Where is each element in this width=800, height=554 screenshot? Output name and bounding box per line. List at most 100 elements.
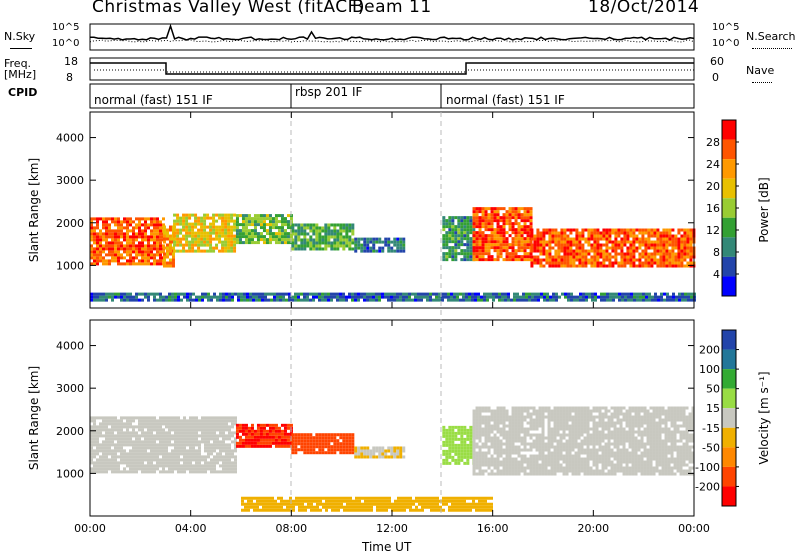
power-cell [581, 237, 585, 241]
velocity-cell [286, 423, 290, 427]
velocity-cell [247, 435, 251, 439]
power-cell [129, 247, 132, 251]
power-cell [256, 235, 260, 239]
power-cell [593, 240, 597, 244]
velocity-cell [213, 431, 216, 435]
velocity-cell [174, 449, 177, 453]
velocity-cell [478, 454, 482, 458]
velocity-cell [481, 427, 485, 431]
velocity-cell [493, 427, 497, 431]
power-cell [523, 252, 527, 256]
velocity-cell [138, 449, 141, 453]
velocity-cell [457, 446, 461, 450]
velocity-cell [511, 412, 515, 416]
power-cell [90, 295, 93, 299]
velocity-cell [222, 425, 225, 429]
velocity-cell [586, 427, 590, 431]
power-cell [132, 238, 135, 242]
velocity-cell [177, 434, 180, 438]
velocity-cell [595, 439, 599, 443]
velocity-cell [195, 419, 198, 423]
power-cell [327, 298, 330, 302]
power-cell [162, 217, 165, 221]
velocity-cell [574, 451, 578, 455]
velocity-cell [330, 436, 334, 440]
velocity-cell [114, 437, 117, 441]
power-cell [297, 295, 300, 299]
velocity-cell [580, 469, 584, 473]
power-cell [186, 298, 189, 302]
velocity-cell [93, 449, 96, 453]
power-cell [156, 298, 159, 302]
velocity-cell [496, 463, 500, 467]
power-cell [138, 232, 141, 236]
power-cell [623, 231, 627, 235]
velocity-cell [171, 455, 174, 459]
velocity-cell [189, 458, 192, 462]
power-cell [168, 295, 171, 299]
power-cell [584, 255, 588, 259]
power-cell [108, 226, 111, 230]
power-cell [309, 292, 312, 296]
velocity-cell [571, 469, 575, 473]
power-cell [309, 223, 313, 227]
power-cell [463, 222, 467, 226]
velocity-cell [592, 451, 596, 455]
velocity-cell [216, 458, 219, 462]
velocity-cell [520, 430, 524, 434]
power-cell [138, 259, 141, 263]
power-cell [247, 220, 251, 224]
power-region-0 [90, 217, 165, 266]
power-cell [569, 249, 573, 253]
power-cell [330, 295, 333, 299]
velocity-cell [475, 463, 479, 467]
velocity-cell [231, 464, 234, 468]
power-cell [635, 258, 639, 262]
power-cell [357, 298, 360, 302]
velocity-cell [487, 433, 491, 437]
power-cell [629, 228, 633, 232]
power-cell [168, 225, 172, 229]
power-cell [563, 264, 567, 268]
power-cell [222, 295, 225, 299]
power-cell [569, 243, 573, 247]
power-cell [114, 217, 117, 221]
velocity-cell [306, 448, 310, 452]
velocity-cell [526, 466, 530, 470]
power-cell [563, 228, 567, 232]
power-cell [303, 298, 306, 302]
power-cell [273, 292, 276, 296]
power-cell [289, 235, 293, 239]
power-cell [453, 298, 456, 302]
power-cell [396, 295, 399, 299]
power-cell [490, 216, 494, 220]
velocity-cell [262, 444, 266, 448]
velocity-cell [396, 449, 400, 453]
power-cell [593, 243, 597, 247]
power-cell [593, 237, 597, 241]
power-cell [536, 255, 540, 259]
velocity-cell [523, 415, 527, 419]
velocity-cell [153, 416, 156, 420]
velocity-cell [162, 431, 165, 435]
power-cell [244, 220, 248, 224]
power-cell [120, 262, 123, 266]
power-cell [526, 243, 530, 247]
power-cell [277, 229, 281, 233]
velocity-cell [562, 454, 566, 458]
velocity-cell [562, 412, 566, 416]
velocity-cell [601, 418, 605, 422]
power-cell [105, 217, 108, 221]
power-cell [150, 232, 153, 236]
power-cell [188, 249, 192, 253]
power-cell [615, 295, 618, 299]
velocity-cell [592, 439, 596, 443]
nsearch-tick-bottom: 10^0 [712, 38, 740, 49]
velocity-cell [547, 418, 551, 422]
velocity-cell [144, 443, 147, 447]
power-cell [117, 217, 120, 221]
velocity-cell [216, 434, 219, 438]
power-cell [656, 243, 660, 247]
velocity-cell [496, 448, 500, 452]
velocity-cell [544, 409, 548, 413]
